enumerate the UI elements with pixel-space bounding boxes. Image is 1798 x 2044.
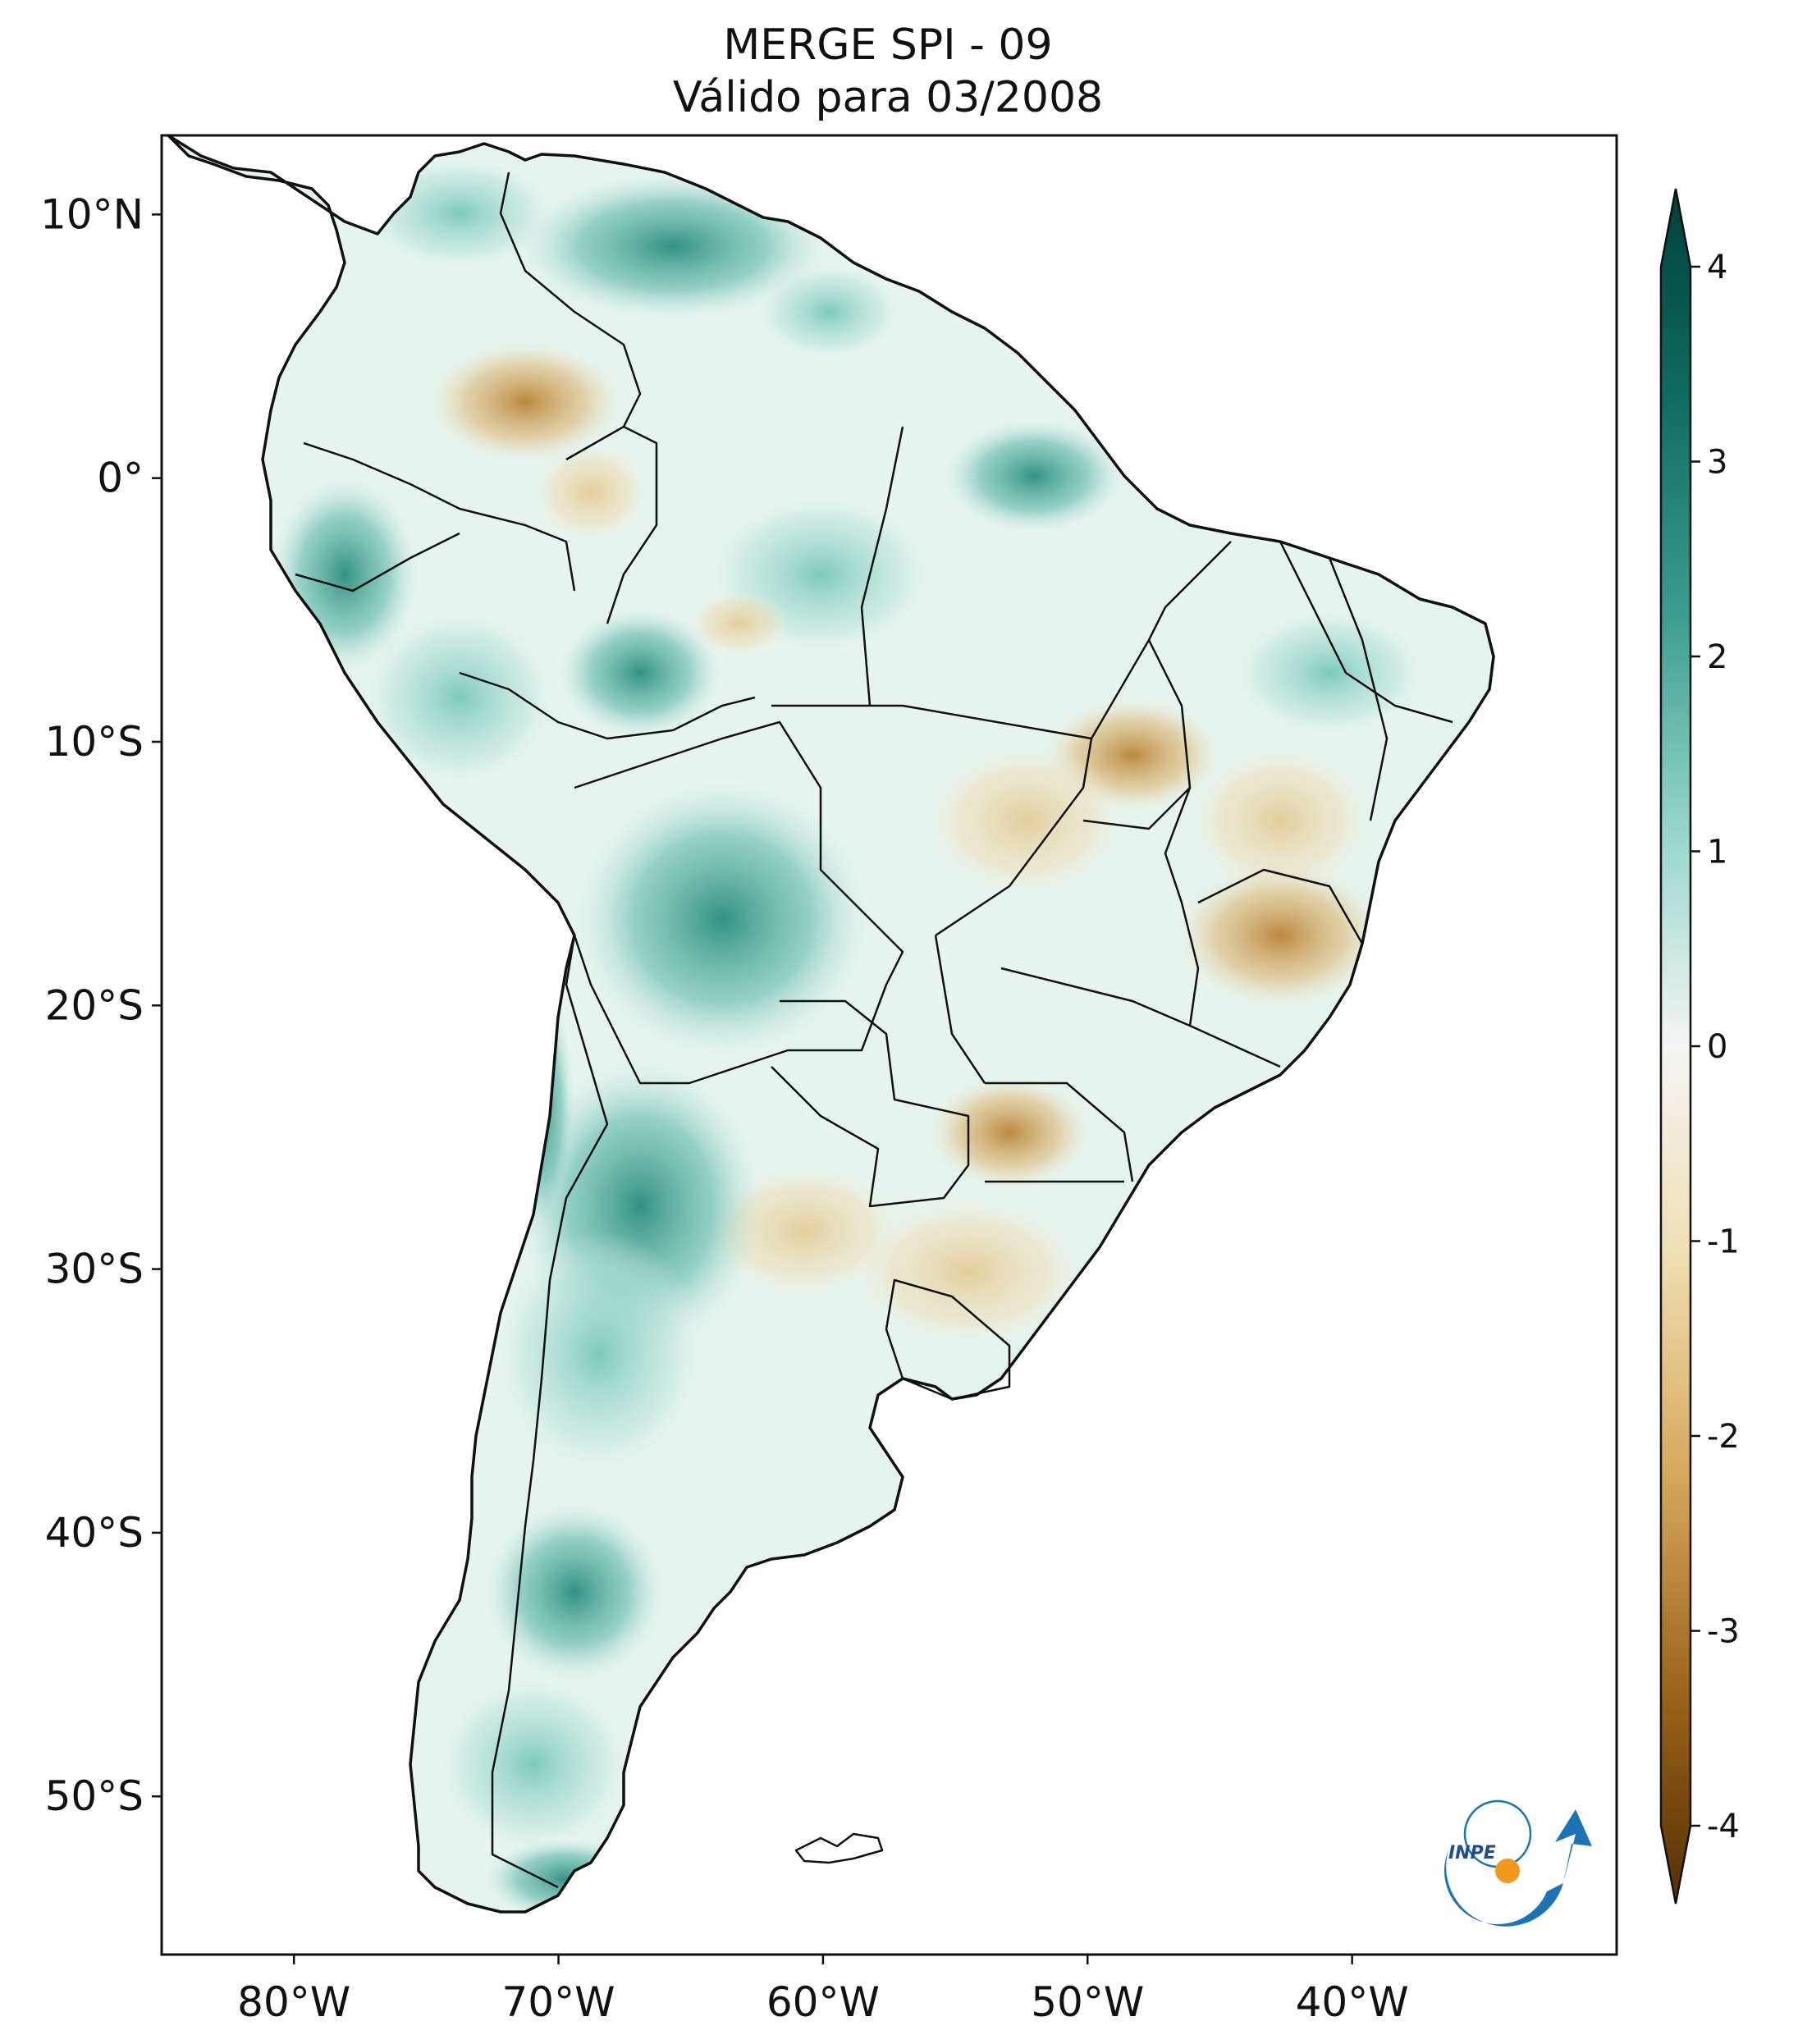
y-tick-label: 50°S	[45, 1772, 144, 1820]
colorbar-tick-label: 4	[1707, 249, 1727, 286]
title-line-2: Válido para 03/2008	[673, 73, 1103, 122]
colorbar-tick-label: 1	[1707, 834, 1727, 871]
y-tick-label: 10°N	[40, 190, 144, 238]
x-axis: 80°W 70°W 60°W 50°W 40°W	[237, 1955, 1409, 2026]
y-tick-label: 0°	[97, 455, 144, 502]
colorbar-tick-label: 0	[1707, 1028, 1727, 1066]
logo-text: INPE	[1448, 1843, 1496, 1863]
falklands-island	[794, 1832, 884, 1864]
x-tick-label: 80°W	[237, 1978, 350, 2026]
borders	[167, 134, 1495, 1914]
title-line-1: MERGE SPI - 09	[723, 21, 1052, 70]
colorbar-tick-label: -2	[1707, 1418, 1740, 1456]
y-tick-label: 20°S	[45, 981, 144, 1029]
inpe-logo: INPE	[1444, 1799, 1592, 1927]
colorbar-tick-label: 2	[1707, 638, 1727, 676]
y-axis: 10°N 0° 10°S 20°S 30°S 40°S 50°S	[40, 190, 162, 1820]
y-tick-label: 40°S	[45, 1509, 144, 1557]
colorbar-tick-label: -3	[1707, 1613, 1740, 1651]
colorbar-body	[1659, 188, 1692, 1905]
x-tick-label: 70°W	[502, 1978, 615, 2026]
x-tick-label: 60°W	[766, 1978, 880, 2026]
logo-sun	[1495, 1859, 1520, 1883]
logo-arrow-icon	[1555, 1809, 1592, 1883]
y-tick-label: 30°S	[45, 1246, 144, 1293]
colorbar-tick-label: 3	[1707, 444, 1727, 482]
y-tick-label: 10°S	[45, 718, 144, 766]
x-tick-label: 50°W	[1031, 1978, 1144, 2026]
colorbar-ticks: 4 3 2 1 0 -1 -2 -3 -4	[1690, 249, 1740, 1845]
colorbar: 4 3 2 1 0 -1 -2 -3 -4	[1659, 188, 1740, 1905]
colorbar-tick-label: -1	[1707, 1223, 1740, 1261]
colorbar-tick-label: -4	[1707, 1808, 1740, 1845]
x-tick-label: 40°W	[1296, 1978, 1409, 2026]
